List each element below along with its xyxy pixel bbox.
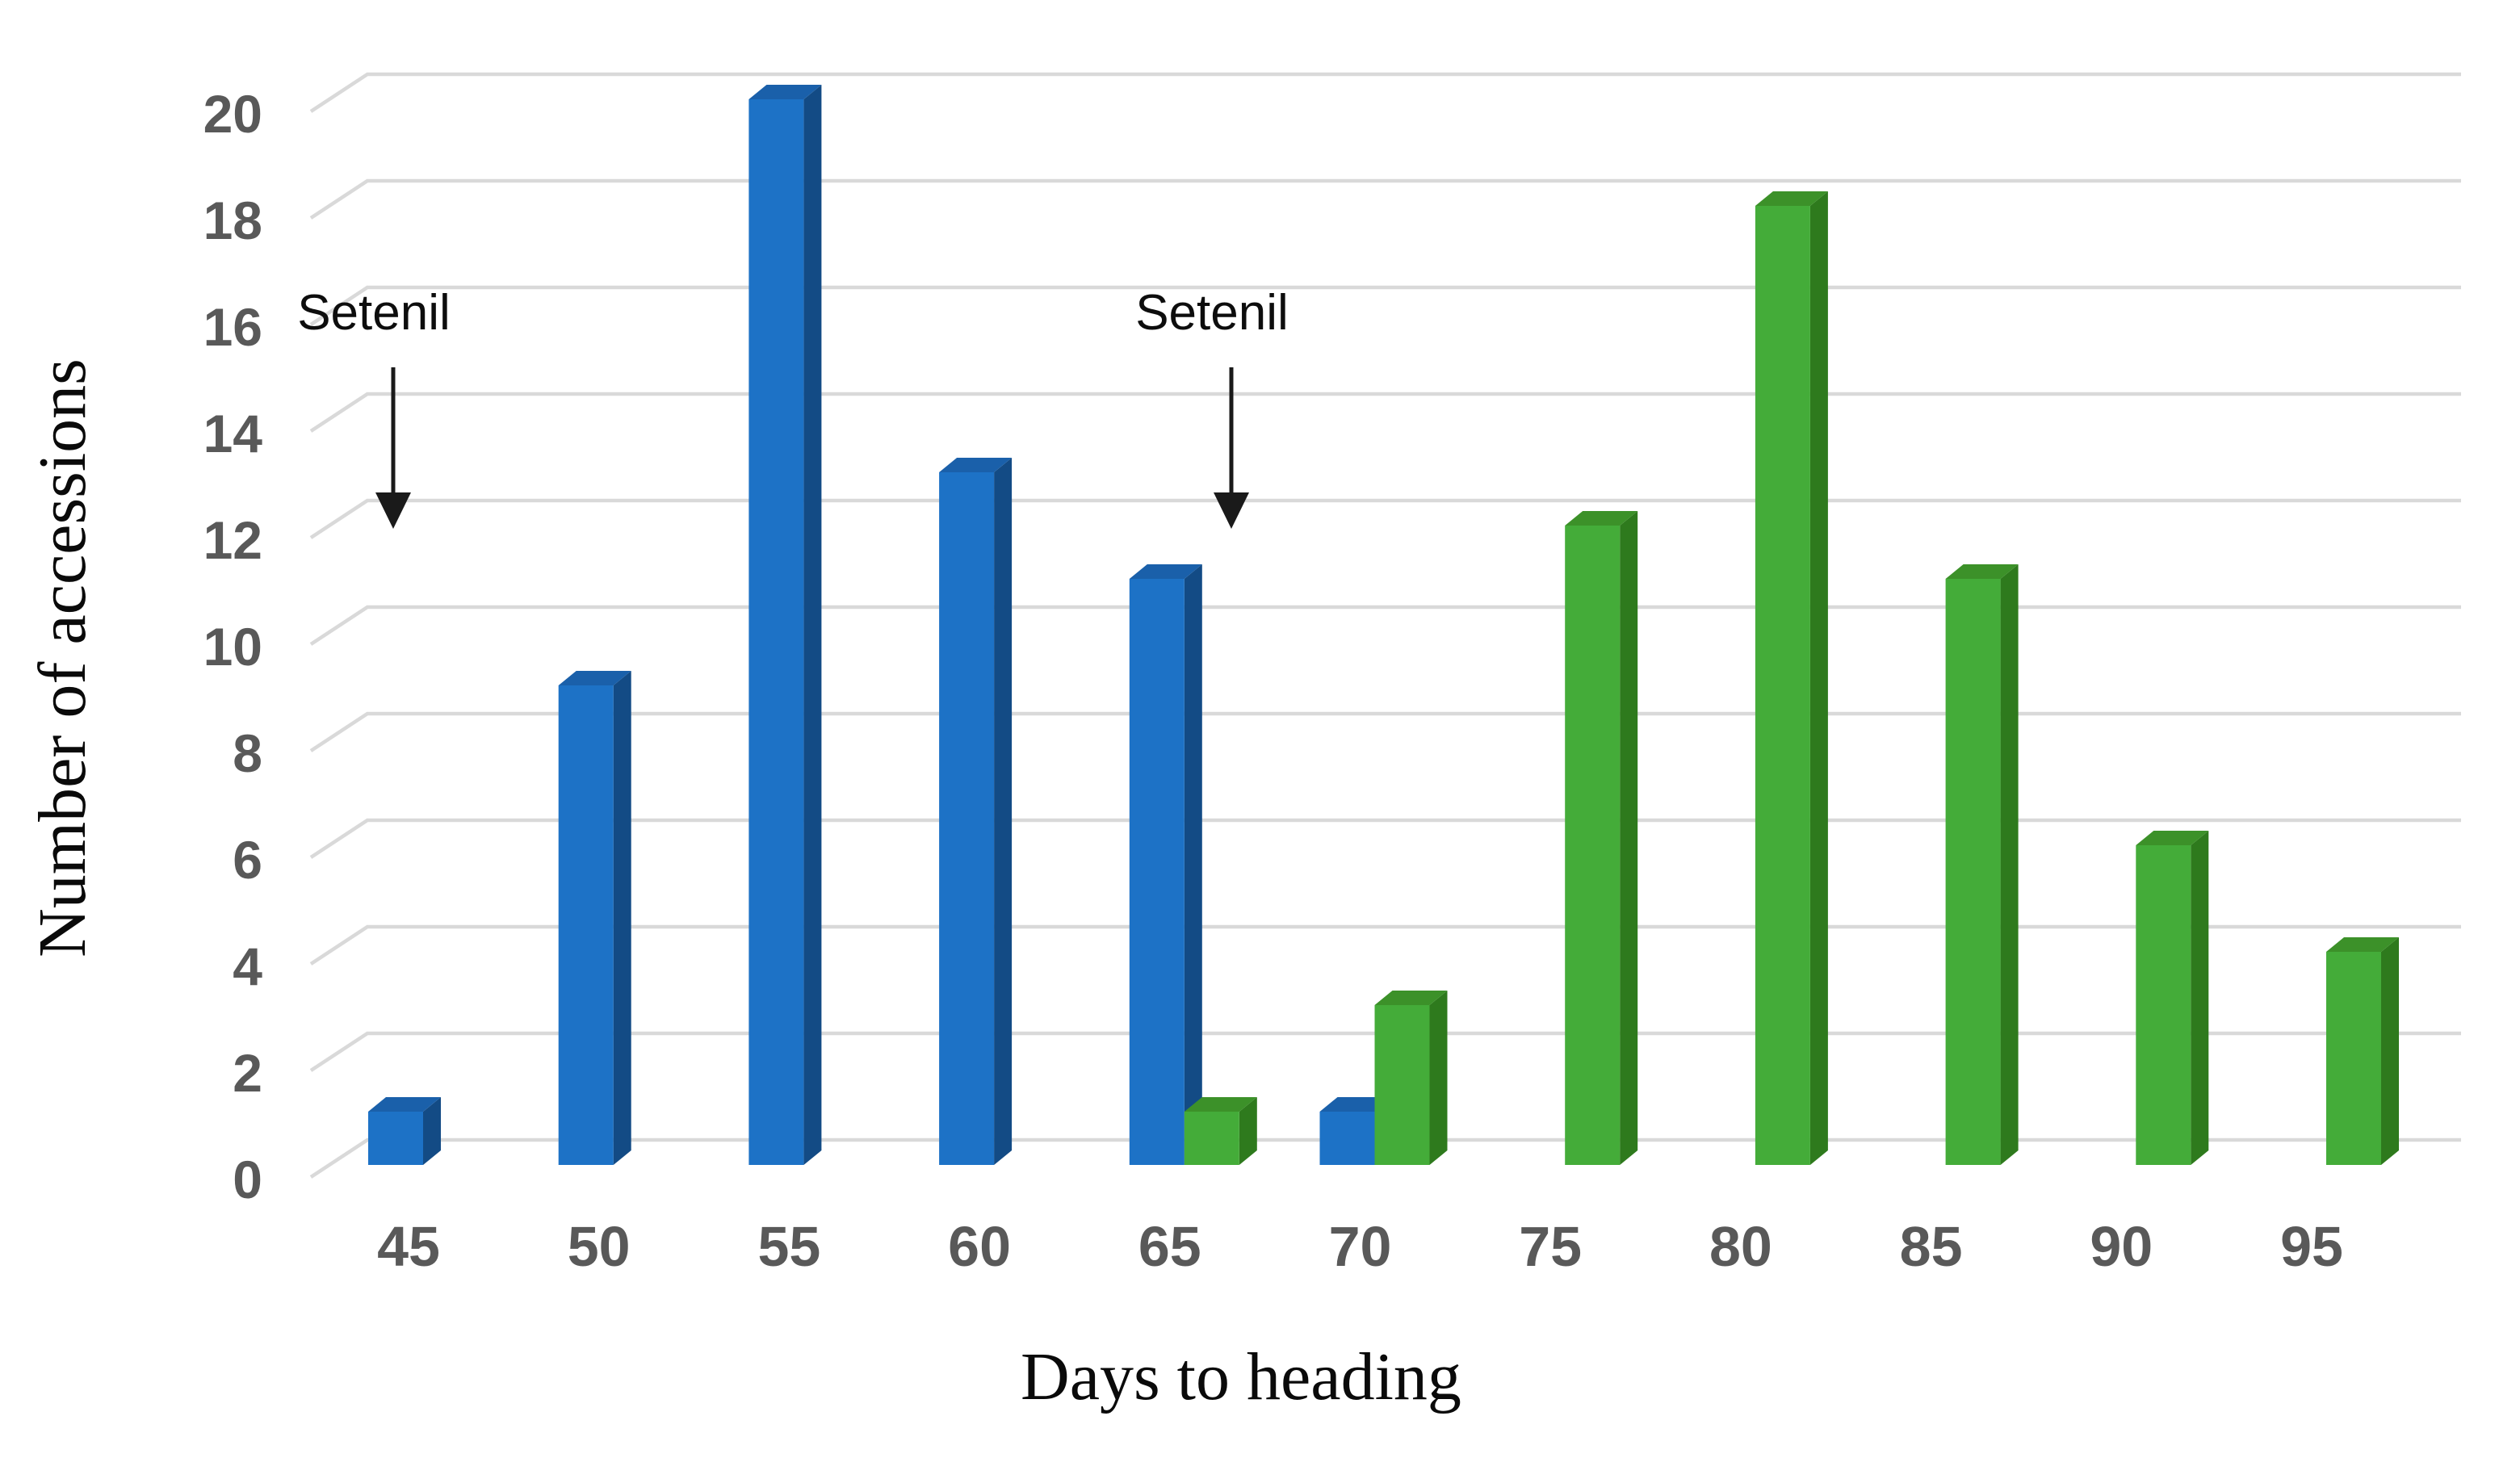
x-tick-label: 75 xyxy=(1519,1215,1582,1278)
y-tick-label: 6 xyxy=(233,830,262,890)
bar-blue-65 xyxy=(1129,564,1202,1165)
bar-side-face xyxy=(1620,511,1638,1165)
bar-front-face xyxy=(2326,952,2381,1165)
x-tick-label: 90 xyxy=(2090,1215,2153,1278)
bar-top-face xyxy=(1755,191,1828,206)
bar-top-face xyxy=(1374,991,1448,1005)
bar-blue-45 xyxy=(368,1097,441,1165)
annotation-setenil-2: Setenil xyxy=(1135,285,1289,529)
y-tick-label: 14 xyxy=(203,404,263,463)
gridline xyxy=(309,178,2461,220)
bar-green-95 xyxy=(2326,937,2399,1165)
down-arrow-icon xyxy=(375,492,411,529)
bar-green-80 xyxy=(1755,191,1828,1165)
y-tick-label: 20 xyxy=(203,84,262,144)
bar-top-face xyxy=(2136,831,2209,845)
bar-side-face xyxy=(2191,831,2209,1165)
bar-front-face xyxy=(1945,579,2001,1165)
x-tick-label: 80 xyxy=(1709,1215,1772,1278)
x-tick-label: 45 xyxy=(377,1215,440,1278)
x-tick-label: 55 xyxy=(757,1215,820,1278)
x-tick-label: 95 xyxy=(2280,1215,2343,1278)
bar-front-face xyxy=(1319,1112,1375,1165)
bar-top-face xyxy=(1945,564,2019,579)
gridline xyxy=(309,605,2461,646)
bar-side-face xyxy=(1429,991,1448,1165)
bar-top-face xyxy=(2326,937,2399,952)
x-tick-label: 60 xyxy=(948,1215,1011,1278)
y-tick-label: 10 xyxy=(203,617,262,677)
bar-side-face xyxy=(1184,564,1202,1165)
bar-front-face xyxy=(939,472,995,1165)
bar-front-face xyxy=(1374,1005,1430,1165)
x-axis-title: Days to heading xyxy=(1021,1339,1461,1414)
bar-front-face xyxy=(1565,526,1621,1165)
bar-front-face xyxy=(1755,206,1810,1165)
y-axis-title: Number of accessions xyxy=(25,358,100,957)
bar-blue-60 xyxy=(939,458,1013,1165)
bar-top-face xyxy=(1565,511,1638,526)
bar-front-face xyxy=(748,99,804,1165)
bar-green-70 xyxy=(1374,991,1448,1165)
bar-green-85 xyxy=(1945,564,2019,1165)
bar-top-face xyxy=(939,458,1013,472)
bar-blue-55 xyxy=(748,85,822,1165)
annotation-setenil-2-label: Setenil xyxy=(1135,285,1289,341)
bar-top-face xyxy=(748,85,822,99)
y-tick-label: 2 xyxy=(233,1043,262,1103)
bar-top-face xyxy=(1319,1097,1393,1112)
x-tick-label: 85 xyxy=(1900,1215,1963,1278)
x-tick-label: 70 xyxy=(1329,1215,1392,1278)
bar-side-face xyxy=(2381,937,2399,1165)
gridline xyxy=(309,285,2461,326)
bar-front-face xyxy=(1129,579,1185,1165)
bar-side-face xyxy=(423,1097,441,1165)
gridline xyxy=(309,72,2461,113)
bar-top-face xyxy=(1129,564,1202,579)
bar-green-90 xyxy=(2136,831,2209,1165)
y-tick-label: 8 xyxy=(233,723,262,783)
bar-side-face xyxy=(2000,564,2019,1165)
y-tick-label: 0 xyxy=(233,1150,262,1209)
gridlines xyxy=(309,72,2461,1179)
bar-front-face xyxy=(368,1112,423,1165)
bar-front-face xyxy=(1184,1112,1239,1165)
bar-side-face xyxy=(613,671,631,1165)
gridline xyxy=(309,392,2461,433)
gridline xyxy=(309,498,2461,539)
bar-green-65 xyxy=(1184,1097,1257,1165)
gridline xyxy=(309,711,2461,752)
y-tick-label: 16 xyxy=(203,297,262,357)
bar-front-face xyxy=(2136,845,2191,1165)
y-tick-label: 4 xyxy=(233,936,262,996)
bar-side-face xyxy=(1239,1097,1257,1165)
bar-side-face xyxy=(803,85,822,1165)
y-axis-tick-labels: 0 2 4 6 8 10 12 14 16 18 20 xyxy=(203,84,263,1209)
y-tick-label: 12 xyxy=(203,510,262,570)
x-tick-label: 50 xyxy=(568,1215,631,1278)
annotation-setenil-1-label: Setenil xyxy=(297,285,451,341)
bar-side-face xyxy=(1809,191,1828,1165)
down-arrow-icon xyxy=(1214,492,1249,529)
bar-top-face xyxy=(558,671,631,685)
bar-blue-50 xyxy=(558,671,631,1165)
bar-side-face xyxy=(994,458,1013,1165)
x-tick-label: 65 xyxy=(1138,1215,1201,1278)
bar-top-face xyxy=(1184,1097,1257,1112)
annotation-setenil-1: Setenil xyxy=(297,285,451,529)
bar-green-75 xyxy=(1565,511,1638,1165)
x-axis-tick-labels: 45 50 55 60 65 70 75 80 85 90 95 xyxy=(377,1215,2343,1278)
y-tick-label: 18 xyxy=(203,191,262,250)
bar-top-face xyxy=(368,1097,441,1112)
bar-front-face xyxy=(558,685,614,1165)
bar-series xyxy=(368,85,2399,1165)
